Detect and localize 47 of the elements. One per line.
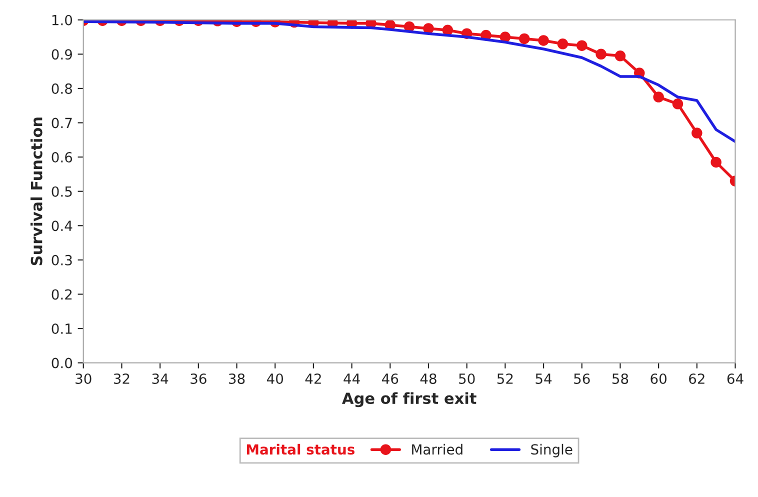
y-tick-label: 0.6 [52,152,72,163]
point [423,23,434,34]
x-tick-label: 46 [382,373,398,384]
point [692,128,702,138]
x-tick-label: 48 [420,373,436,384]
point [557,38,568,50]
x-tick-label: 34 [152,373,168,384]
point [500,32,511,42]
y-tick-label: 0.7 [52,118,72,128]
x-tick-label: 44 [344,374,360,384]
legend-title: Marital status [246,444,354,455]
x-tick-label: 50 [459,373,475,384]
point [518,33,530,44]
y-tick-label: 0.5 [52,186,72,197]
y-tick-label: 0.2 [52,289,72,300]
point [710,156,722,168]
x-tick-label: 42 [305,373,321,384]
x-tick-label: 52 [497,373,513,384]
point [596,48,606,60]
point [538,35,549,46]
x-tick-label: 60 [650,373,666,384]
x-tick-label: 36 [190,373,206,384]
x-tick-label: 64 [727,373,744,384]
point [442,24,454,36]
legend-label: Single [531,444,572,458]
y-axis-title: Survival Function [30,118,42,266]
x-tick-label: 40 [266,373,284,384]
x-axis-title: Age of first exit [342,392,476,408]
point [653,92,664,102]
x-tick-label: 58 [612,373,628,384]
y-tick-label: 0.4 [52,220,72,232]
y-tick-label: 0.1 [52,323,72,334]
x-tick-label: 54 [536,374,552,384]
y-tick-label: 0.8 [52,83,72,94]
point [614,50,626,62]
x-tick-label: 32 [114,373,130,384]
y-tick-label: 0.9 [52,49,72,60]
x-tick-label: 30 [76,373,92,384]
legend-label: Married [412,444,462,455]
x-tick-label: 38 [228,373,245,384]
y-tick-label: 0.0 [52,358,72,368]
point [576,40,588,51]
x-tick-label: 56 [574,373,590,384]
y-tick-label: 0.3 [52,254,72,266]
x-tick-label: 62 [689,373,704,384]
point [672,98,684,110]
y-tick-label: 1.0 [52,14,72,26]
